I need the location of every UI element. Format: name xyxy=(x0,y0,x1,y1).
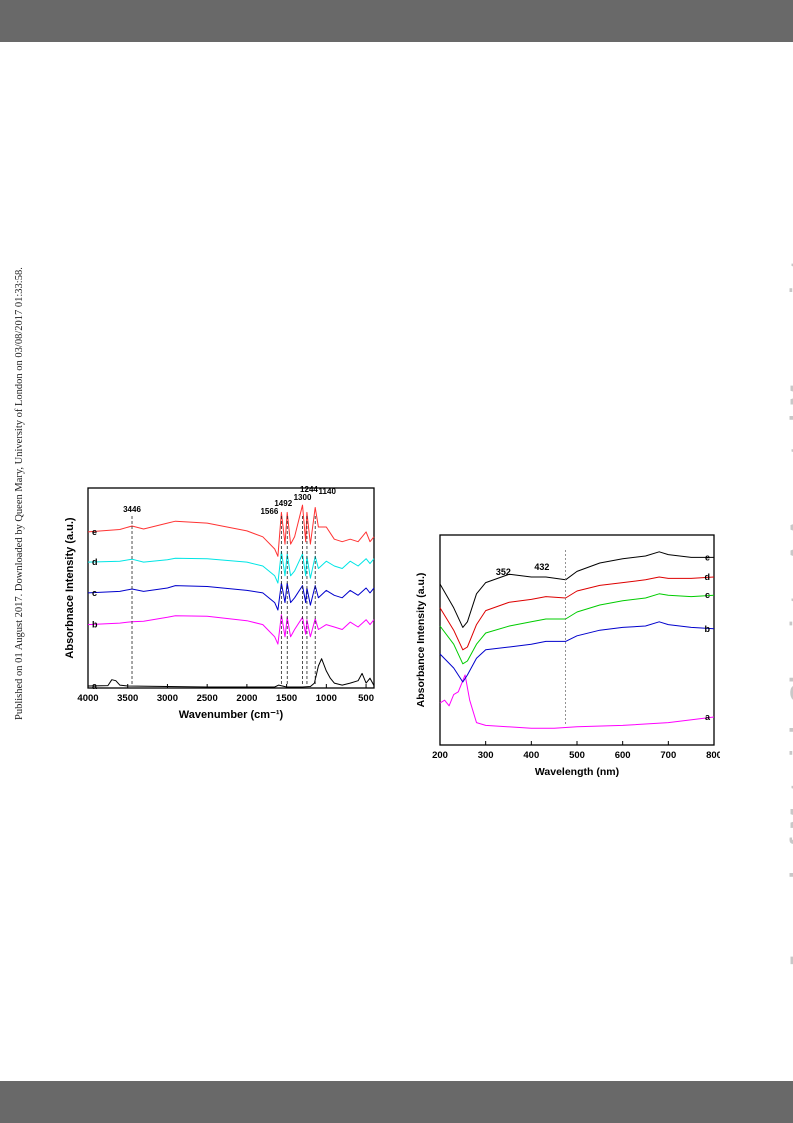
series-line-e xyxy=(439,551,714,628)
uv-vis-chart: 200 300 400 500 600 700 800 Wavelength (nm) Abso… xyxy=(415,534,720,778)
publication-note: Published on 01 August 2017. Downloaded … xyxy=(14,267,25,720)
x-tick-label: 1000 xyxy=(316,693,337,704)
x-axis-label: Wavenumber (cm⁻¹) xyxy=(179,709,284,721)
peak-label: 1140 xyxy=(319,487,337,496)
x-tick-label: 800 xyxy=(706,750,720,761)
header-bar xyxy=(0,0,793,42)
x-tick-label: 200 xyxy=(432,750,448,761)
peak-label: 352 xyxy=(496,567,511,577)
y-axis-label: Absorbance Intensity (a.u.) xyxy=(415,573,427,708)
series-line-b xyxy=(87,614,375,645)
plot-frame xyxy=(439,534,715,746)
x-tick-label: 4000 xyxy=(77,693,98,704)
peak-label: 432 xyxy=(534,562,549,572)
series-label-a: a xyxy=(92,681,98,691)
series-line-a xyxy=(439,674,715,729)
x-tick-label: 2500 xyxy=(197,693,218,704)
x-tick-label: 300 xyxy=(478,750,494,761)
x-axis-label: Wavelength (nm) xyxy=(535,766,619,778)
plot-frame xyxy=(87,487,375,689)
series-line-e xyxy=(87,504,375,557)
x-tick-label: 3000 xyxy=(157,693,178,704)
series-label-e: e xyxy=(92,527,97,537)
peak-label: 1566 xyxy=(260,507,278,516)
series-line-b xyxy=(439,621,715,683)
peak-label: 1300 xyxy=(294,493,312,502)
series-label-a: a xyxy=(705,712,711,722)
series-line-d xyxy=(439,576,715,651)
series-label-c: c xyxy=(705,590,710,600)
series-label-e: e xyxy=(705,552,710,562)
series-label-c: c xyxy=(92,588,97,598)
x-tick-label: 500 xyxy=(358,693,374,704)
journal-watermark: Journal of Materials Chemistry A Accepte… xyxy=(785,260,793,970)
series-label-d: d xyxy=(92,557,98,567)
x-tick-label: 500 xyxy=(569,750,585,761)
x-tick-label: 700 xyxy=(660,750,676,761)
peak-label: 1492 xyxy=(274,499,292,508)
series-line-a xyxy=(87,658,375,688)
x-tick-label: 400 xyxy=(523,750,539,761)
peak-label: 1244 xyxy=(300,485,318,494)
series-label-d: d xyxy=(705,572,711,582)
x-tick-label: 1500 xyxy=(276,693,297,704)
x-tick-label: 3500 xyxy=(117,693,138,704)
footer-bar xyxy=(0,1081,793,1123)
x-tick-label: 2000 xyxy=(236,693,257,704)
peak-label: 3446 xyxy=(123,505,141,514)
series-line-c xyxy=(439,593,715,665)
series-line-c xyxy=(87,582,375,611)
series-label-b: b xyxy=(92,620,98,630)
ftir-chart: 4000 3500 3000 2500 2000 1500 1000 500 Wavenumbe… xyxy=(64,485,375,721)
x-tick-label: 600 xyxy=(615,750,631,761)
series-line-d xyxy=(87,550,375,584)
y-axis-label: Absorbnace Intensity (a.u.) xyxy=(64,517,76,659)
series-label-b: b xyxy=(705,624,711,634)
